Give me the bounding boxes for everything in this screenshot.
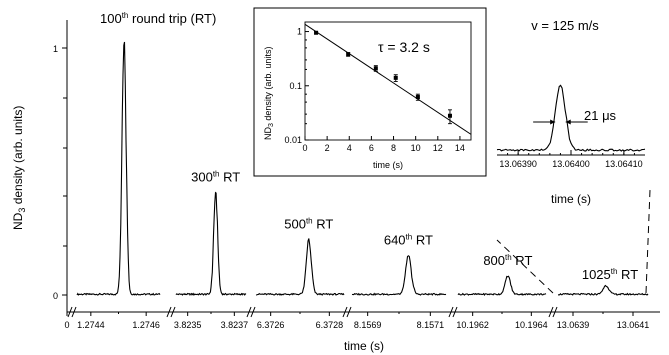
inset-point-4 <box>415 95 420 100</box>
y-tick-label-0: 0 <box>53 291 58 301</box>
inset-plot-area <box>304 21 472 141</box>
main-y-axis-label: ND3 density (arb. units) <box>11 106 27 230</box>
x-tick-label-0-0: 1.2744 <box>77 320 105 330</box>
zoom-line-left <box>496 239 554 294</box>
inset-point-3 <box>393 75 398 80</box>
x-tick-label-3-0: 8.1569 <box>354 320 382 330</box>
panel-label-0: 100th round trip (RT) <box>100 11 216 26</box>
panel-4: 800th RT <box>457 253 547 297</box>
panel-5: 1025th RT <box>557 267 649 296</box>
axis-break-b-4 <box>452 306 458 318</box>
inset-point-0 <box>314 30 319 35</box>
inset-point-5 <box>447 113 452 118</box>
x-tick-label-2-1: 6.3728 <box>316 320 344 330</box>
panel-3: 640th RT <box>351 233 447 296</box>
zoom-velocity-label: v = 125 m/s <box>531 18 599 33</box>
zoom-trace <box>496 84 646 152</box>
inset-y-tick-label-2: 0.01 <box>284 135 302 145</box>
zoom-width-annotation: 21 μs <box>584 108 617 123</box>
panel-trace-5 <box>557 284 649 296</box>
inset-y-tick-label-0: 1 <box>297 27 302 37</box>
zoom-line-right <box>645 189 651 294</box>
inset-x-tick-label-6: 12 <box>433 143 443 153</box>
panel-trace-3 <box>351 255 447 296</box>
inset-x-tick-label-3: 6 <box>369 143 374 153</box>
x-tick-label-5-1: 13.0641 <box>617 320 650 330</box>
panel-label-2: 500th RT <box>284 217 333 232</box>
panel-2: 500th RT <box>255 217 345 296</box>
fwhm-arrowhead-right <box>565 119 571 125</box>
panel-trace-2 <box>255 238 345 296</box>
zoom-inset: v = 125 m/s 13.06390 13.06400 13.06410 21 … <box>496 18 646 206</box>
axis-break-a-2 <box>246 306 252 318</box>
panel-label-1: 300th RT <box>191 170 240 185</box>
panel-trace-4 <box>457 275 547 297</box>
x-tick-label-2-0: 6.3726 <box>257 320 285 330</box>
x-tick-label-4-0: 10.1962 <box>456 320 489 330</box>
axis-break-a-1 <box>166 306 172 318</box>
panel-label-3: 640th RT <box>384 233 433 248</box>
axis-break-a-3 <box>342 306 348 318</box>
panel-label-5: 1025th RT <box>582 267 638 282</box>
axis-break-b-3 <box>346 306 352 318</box>
inset-fit-line <box>304 23 472 135</box>
zoom-x-tick-label-0: 13.06390 <box>499 159 537 169</box>
inset-x-tick-label-0: 0 <box>302 143 307 153</box>
inset-point-1 <box>346 52 351 57</box>
axis-break-a-0 <box>67 306 73 318</box>
x-tick-label-0-1: 1.2746 <box>132 320 160 330</box>
inset-x-axis-label: time (s) <box>373 160 403 170</box>
inset-frame <box>253 7 487 177</box>
axis-break-b-1 <box>170 306 176 318</box>
x-tick-label-1-1: 3.8237 <box>221 320 249 330</box>
axis-break-b-2 <box>250 306 256 318</box>
y-tick-label-1: 1 <box>53 44 58 54</box>
inset-x-tick-label-4: 8 <box>391 143 396 153</box>
axis-break-b-5 <box>552 306 558 318</box>
panel-trace-0 <box>76 41 161 296</box>
zoom-x-axis-label: time (s) <box>551 192 591 206</box>
inset-x-tick-label-1: 2 <box>325 143 330 153</box>
inset-x-tick-label-5: 10 <box>411 143 421 153</box>
panel-1: 300th RT <box>175 170 247 296</box>
inset-decay-plot: 0 2 4 6 8 10 12 14 1 0.1 0.01 τ = 3.2 s ND3 densit… <box>253 7 487 177</box>
x-tick-label-4-1: 10.1964 <box>515 320 548 330</box>
panel-0: 100th round trip (RT) <box>76 11 216 296</box>
x-tick-label-1-0: 3.8235 <box>174 320 202 330</box>
x-tick-label-5-0: 13.0639 <box>557 320 590 330</box>
main-x-axis-label: time (s) <box>344 339 384 353</box>
inset-x-tick-label-7: 14 <box>455 143 465 153</box>
inset-y-axis-label: ND3 density (arb. units) <box>263 47 275 140</box>
inset-x-tick-label-2: 4 <box>347 143 352 153</box>
main-x-axis: 0 1.2744 1.2746 3.8235 3.8237 6.3726 6.3728 8.… <box>64 306 660 330</box>
x-tick-label-zero: 0 <box>64 320 69 330</box>
axis-break-b-0 <box>71 306 77 318</box>
inset-tau-label: τ = 3.2 s <box>378 39 430 55</box>
x-tick-label-3-1: 8.1571 <box>417 320 445 330</box>
zoom-x-tick-label-2: 13.06410 <box>605 159 643 169</box>
zoom-x-tick-label-1: 13.06400 <box>552 159 590 169</box>
axis-break-a-4 <box>448 306 454 318</box>
panel-trace-1 <box>175 191 247 296</box>
axis-break-a-5 <box>548 306 554 318</box>
inset-y-tick-label-1: 0.1 <box>289 81 302 91</box>
main-y-axis: 1 0 <box>53 20 68 312</box>
fwhm-arrowhead-left <box>550 119 556 125</box>
inset-point-2 <box>373 66 378 71</box>
panel-label-4: 800th RT <box>483 253 532 268</box>
